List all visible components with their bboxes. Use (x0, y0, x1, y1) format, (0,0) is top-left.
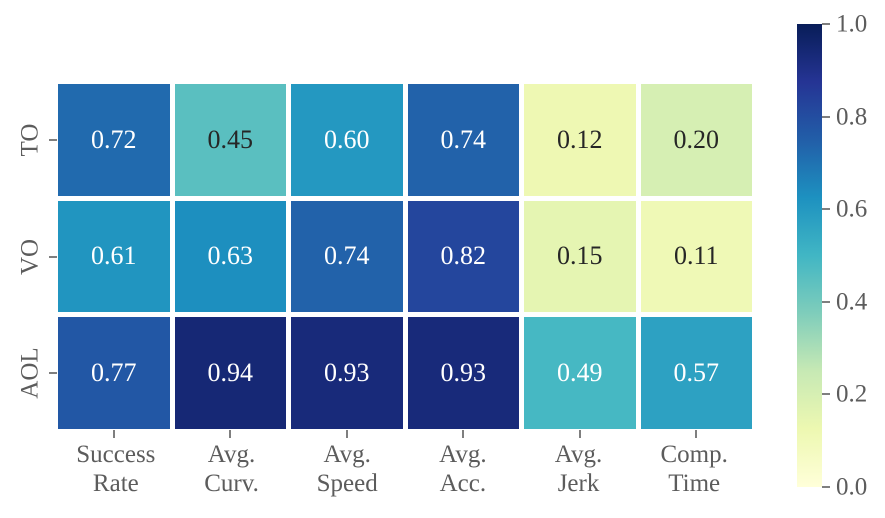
x-tick-mark (578, 430, 581, 438)
x-tick-mark (112, 430, 115, 438)
colorbar-tick-mark (822, 115, 830, 118)
heatmap-cell-TO-1: 0.45 (174, 84, 286, 196)
heatmap-cell-AOL-4: 0.49 (524, 317, 636, 429)
x-tick-mark (462, 430, 465, 438)
col-label-avg-acc: Avg. Acc. (405, 440, 521, 498)
cell-value: 0.11 (673, 241, 719, 271)
cell-value: 0.74 (324, 241, 370, 271)
heatmap-cell-TO-0: 0.72 (58, 84, 170, 196)
colorbar-tick-label-1.0: 1.0 (836, 10, 868, 38)
heatmap-cell-AOL-0: 0.77 (58, 317, 170, 429)
heatmap-cell-VO-5: 0.11 (640, 200, 752, 313)
cell-value: 0.63 (207, 241, 254, 271)
colorbar-tick-label-0.0: 0.0 (836, 473, 868, 501)
col-label-line: Avg. (323, 441, 371, 468)
heatmap-cell-TO-2: 0.60 (291, 84, 403, 196)
cell-value: 0.94 (207, 358, 254, 388)
col-label-line: Comp. (660, 441, 728, 468)
colorbar-tick-label-0.6: 0.6 (836, 195, 868, 223)
col-label-line: Avg. (207, 441, 256, 468)
col-label-avg-speed: Avg. Speed (289, 440, 405, 498)
heatmap-cell-TO-4: 0.12 (524, 84, 636, 196)
heatmap-cell-VO-1: 0.63 (174, 200, 286, 313)
y-tick-mark (49, 255, 57, 258)
heatmap-cell-TO-3: 0.74 (407, 84, 519, 196)
cell-value: 0.15 (557, 241, 603, 271)
col-label-avg-curv: Avg. Curv. (174, 440, 290, 498)
colorbar-tick-mark (822, 300, 830, 303)
cell-value: 0.72 (91, 124, 137, 154)
colorbar-tick-label-0.2: 0.2 (836, 380, 868, 408)
col-label-line: Jerk (557, 470, 600, 497)
heatmap-cell-VO-0: 0.61 (58, 200, 170, 313)
col-label-avg-jerk: Avg. Jerk (521, 440, 637, 498)
colorbar-tick-label-0.4: 0.4 (836, 288, 868, 316)
colorbar-tick-mark (822, 23, 830, 25)
col-label-success-rate: Success Rate (58, 440, 174, 498)
colorbar (797, 24, 822, 487)
colorbar-tick-mark (822, 208, 830, 211)
col-label-line: Avg. (554, 441, 603, 468)
colorbar-tick-label-0.8: 0.8 (836, 103, 868, 131)
colorbar-tick-mark (822, 393, 830, 396)
heatmap-cell-AOL-1: 0.94 (174, 317, 286, 429)
cell-value: 0.60 (324, 124, 370, 154)
x-tick-mark (229, 430, 232, 438)
heatmap-cell-AOL-2: 0.93 (291, 317, 403, 429)
cell-value: 0.93 (324, 358, 370, 388)
cell-value: 0.93 (440, 358, 487, 388)
colorbar-tick-mark (822, 486, 830, 488)
col-label-line: Avg. (439, 441, 487, 468)
x-tick-mark (345, 430, 348, 438)
heatmap-cell-AOL-3: 0.93 (407, 317, 519, 429)
heatmap-cell-AOL-5: 0.57 (640, 317, 752, 429)
row-label-AOL: AOL (16, 347, 44, 399)
col-label-line: Acc. (439, 470, 487, 497)
x-tick-mark (695, 430, 698, 438)
col-label-comp-time: Comp. Time (636, 440, 752, 498)
col-label-line: Rate (92, 470, 139, 497)
cell-value: 0.57 (673, 358, 720, 388)
row-label-TO: TO (16, 123, 44, 157)
heatmap-cell-VO-2: 0.74 (291, 200, 403, 313)
y-tick-mark (49, 372, 57, 375)
cell-value: 0.45 (207, 124, 254, 154)
col-label-line: Speed (316, 470, 378, 497)
cell-value: 0.77 (91, 358, 137, 388)
heatmap-cell-VO-4: 0.15 (524, 200, 636, 313)
y-tick-mark (49, 138, 57, 141)
col-label-line: Success (76, 441, 156, 468)
col-label-line: Curv. (204, 470, 259, 497)
cell-value: 0.49 (557, 358, 603, 388)
cell-value: 0.12 (557, 124, 603, 154)
cell-value: 0.82 (440, 241, 487, 271)
col-label-line: Time (668, 470, 721, 497)
heatmap-cell-VO-3: 0.82 (407, 200, 519, 313)
cell-value: 0.61 (91, 241, 137, 271)
cell-value: 0.74 (440, 124, 487, 154)
row-label-VO: VO (16, 238, 44, 275)
cell-value: 0.20 (673, 124, 720, 154)
heatmap-cell-TO-5: 0.20 (640, 84, 752, 196)
heatmap-grid: 0.72 0.45 0.60 0.74 0.12 0.20 0.61 0.63 0.74 0.82… (58, 84, 752, 429)
x-axis-column-labels: Success Rate Avg. Curv. Avg. Speed Avg. Acc. Avg… (58, 440, 752, 498)
